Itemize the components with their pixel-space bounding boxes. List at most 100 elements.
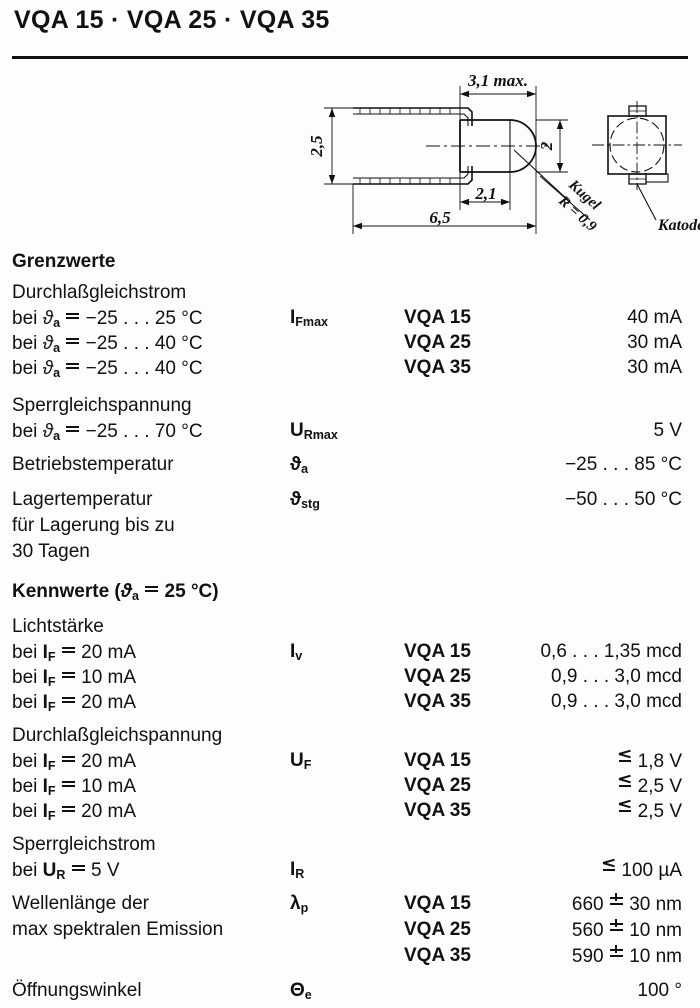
block-title: Sperrgleichstrom (12, 833, 156, 855)
drawing-svg: 3,1 max. 2,5 2 2,1 6,5 Kugel R = 0,9 Kat… (307, 71, 700, 235)
row-value: −25 . . . 85 °C (565, 454, 682, 475)
block-lagertemperatur: Lagertemperatur ϑstg −50 . . . 50 °C für… (0, 487, 700, 565)
cathode-label: Katode (657, 217, 700, 234)
row-value: 30 mA (627, 357, 682, 378)
row-label: Öffnungswinkel (12, 979, 142, 1001)
row-type: VQA 25 (404, 918, 471, 940)
table-row: bei ϑa −25 . . . 40 °C VQA 25 30 mA (0, 330, 700, 355)
row-condition: bei IF 20 mA (12, 639, 136, 670)
row-value: 0,9 . . . 3,0 mcd (551, 665, 682, 687)
row-type: VQA 35 (404, 944, 471, 966)
row-label: max spektralen Emission (12, 918, 224, 940)
table-row: Öffnungswinkel Θe 100 ° (0, 978, 700, 1004)
table-row: bei ϑa −25 . . . 25 °C IFmax VQA 15 40 m… (0, 305, 700, 330)
row-value: 100 ° (637, 979, 682, 1001)
row-type: VQA 35 (404, 799, 471, 821)
section-title: Kennwerte (12, 581, 110, 602)
row-type: VQA 35 (404, 690, 471, 712)
row-value: 0,9 . . . 3,0 mcd (551, 690, 682, 712)
block-title: Durchlaßgleichstrom (12, 282, 187, 303)
block-title-row: Sperrgleichstrom (0, 832, 700, 857)
block-title-row: Durchlaßgleichstrom (0, 280, 700, 305)
row-symbol: λp (290, 892, 309, 915)
row-type: VQA 35 (404, 357, 471, 378)
row-symbol: URmax (290, 420, 338, 442)
row-condition: bei IF 10 mA (12, 773, 136, 804)
section-title: Grenzwerte (12, 251, 116, 272)
row-value: 30 mA (627, 332, 682, 353)
row-label: Wellenlänge der (12, 892, 149, 914)
block-sperrgleichspannung: Sperrgleichspannung bei ϑa −25 . . . 70 … (0, 393, 700, 443)
row-symbol: ϑstg (290, 489, 320, 511)
table-row: bei IF 20 mA VQA 35 2,5 V (0, 798, 700, 823)
row-condition: bei ϑa −25 . . . 40 °C (12, 355, 203, 386)
section-condition: (ϑa 25 °C) (114, 581, 218, 603)
table-row: bei IF 20 mA Iv VQA 15 0,6 . . . 1,35 mc… (0, 639, 700, 664)
row-value: 590 10 nm (572, 943, 682, 970)
row-value: −50 . . . 50 °C (565, 489, 682, 510)
dim-body-inner-label: 2,1 (474, 184, 496, 203)
row-symbol: ϑa (290, 454, 309, 476)
row-condition: bei UR 5 V (12, 857, 120, 888)
row-condition: bei IF 10 mA (12, 664, 136, 695)
row-value: 5 V (653, 420, 682, 441)
block-title-row: Durchlaßgleichspannung (0, 723, 700, 748)
row-type: VQA 25 (404, 665, 471, 687)
row-label: Betriebstemperatur (12, 454, 174, 475)
row-symbol: UF (290, 749, 312, 772)
row-condition: bei ϑa −25 . . . 40 °C (12, 330, 203, 361)
table-row: bei IF 10 mA VQA 25 0,9 . . . 3,0 mcd (0, 664, 700, 689)
row-condition: bei ϑa −25 . . . 25 °C (12, 305, 203, 336)
block-title: Durchlaßgleichspannung (12, 724, 223, 746)
led-package-outline-drawing: 3,1 max. 2,5 2 2,1 6,5 Kugel R = 0,9 Kat… (300, 68, 700, 248)
block-betriebstemperatur: Betriebstemperatur ϑa −25 . . . 85 °C (0, 452, 700, 478)
row-value: 560 10 nm (572, 917, 682, 944)
table-row: Betriebstemperatur ϑa −25 . . . 85 °C (0, 452, 700, 478)
dim-length-total-label: 6,5 (429, 208, 451, 227)
row-type: VQA 25 (404, 332, 471, 353)
block-wellenlaenge: Wellenlänge der λp VQA 15 660 30 nm max … (0, 891, 700, 969)
row-condition: bei IF 20 mA (12, 798, 136, 829)
table-row: max spektralen Emission VQA 25 560 10 nm (0, 917, 700, 943)
row-value: 2,5 V (618, 798, 682, 824)
row-condition: bei IF 20 mA (12, 689, 136, 720)
row-value: 2,5 V (618, 773, 682, 799)
dim-lead-span-label: 2,5 (307, 135, 326, 158)
table-row: bei ϑa −25 . . . 40 °C VQA 35 30 mA (0, 355, 700, 380)
dim-body-length-label: 3,1 max. (467, 71, 528, 90)
row-type: VQA 25 (404, 774, 471, 796)
table-row: bei IF 20 mA UF VQA 15 1,8 V (0, 748, 700, 773)
section-heading-grenzwerte: Grenzwerte (0, 250, 700, 274)
table-row: bei UR 5 V IR 100 µA (0, 857, 700, 882)
table-row: Wellenlänge der λp VQA 15 660 30 nm (0, 891, 700, 917)
row-value: 1,8 V (618, 748, 682, 774)
title-divider (12, 56, 688, 59)
block-oeffnungswinkel: Öffnungswinkel Θe 100 ° (0, 978, 700, 1004)
block-title-row: Lichtstärke (0, 614, 700, 639)
row-label: 30 Tagen (12, 541, 90, 562)
table-row: bei ϑa −25 . . . 70 °C URmax 5 V (0, 418, 700, 443)
row-value: 40 mA (627, 307, 682, 328)
row-value: 0,6 . . . 1,35 mcd (540, 640, 682, 662)
row-value: 100 µA (602, 857, 682, 883)
page-title: VQA 15 · VQA 25 · VQA 35 (14, 6, 330, 34)
row-label: Lagertemperatur (12, 489, 153, 510)
table-row: bei IF 10 mA VQA 25 2,5 V (0, 773, 700, 798)
row-type: VQA 15 (404, 749, 471, 771)
row-symbol: Iv (290, 640, 303, 663)
row-type: VQA 15 (404, 892, 471, 914)
table-row: 30 Tagen (0, 539, 700, 565)
block-title: Sperrgleichspannung (12, 395, 192, 416)
row-type: VQA 15 (404, 307, 471, 328)
block-durchlassgleichstrom: Durchlaßgleichstrom bei ϑa −25 . . . 25 … (0, 280, 700, 380)
row-type: VQA 15 (404, 640, 471, 662)
row-label: für Lagerung bis zu (12, 515, 175, 536)
block-sperrgleichstrom: Sperrgleichstrom bei UR 5 V IR 100 µA (0, 832, 700, 882)
block-lichtstaerke: Lichtstärke bei IF 20 mA Iv VQA 15 0,6 .… (0, 614, 700, 714)
table-row: VQA 35 590 10 nm (0, 943, 700, 969)
row-condition: bei IF 20 mA (12, 748, 136, 779)
row-symbol: Θe (290, 979, 312, 1002)
table-row: Lagertemperatur ϑstg −50 . . . 50 °C (0, 487, 700, 513)
dim-body-diameter-label: 2 (537, 141, 556, 151)
row-value: 660 30 nm (572, 891, 682, 918)
